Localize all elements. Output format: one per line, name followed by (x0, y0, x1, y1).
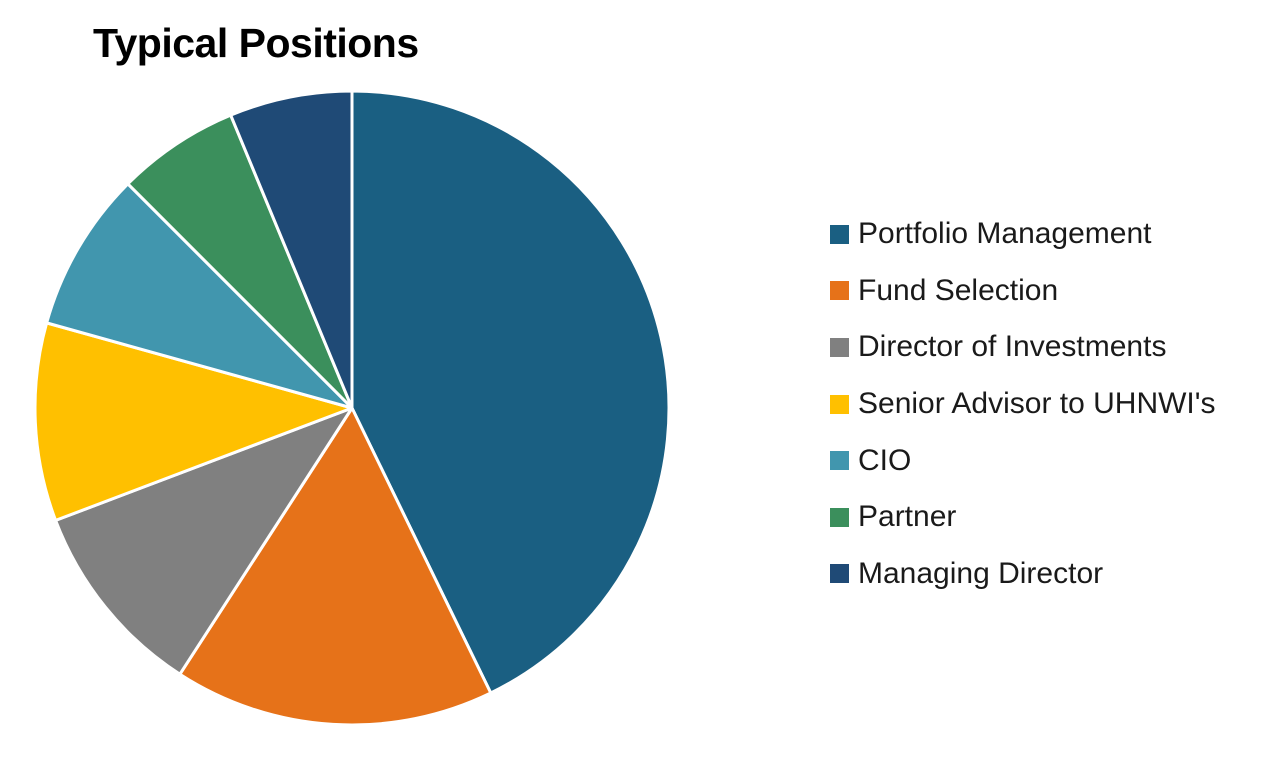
legend-label: Partner (858, 500, 957, 534)
pie-slice-senior-advisor-to-uhnwi-s (33, 321, 354, 522)
legend-label: CIO (858, 443, 912, 477)
legend-item: Managing Director (830, 546, 1216, 603)
legend-label: Managing Director (858, 556, 1104, 590)
legend-item: Senior Advisor to UHNWI's (830, 376, 1216, 433)
pie-slice-portfolio-management (350, 89, 671, 695)
legend-label: Portfolio Management (858, 217, 1152, 251)
pie-slice-director-of-investments (54, 406, 354, 676)
pie-slice-partner (126, 113, 354, 410)
legend-item: Director of Investments (830, 319, 1216, 376)
legend-label: Senior Advisor to UHNWI's (858, 387, 1216, 421)
legend-item: CIO (830, 432, 1216, 489)
legend-swatch (830, 337, 849, 357)
legend-item: Portfolio Management (830, 206, 1216, 263)
pie-slice-fund-selection (178, 406, 493, 727)
legend-swatch (830, 507, 849, 527)
legend-item: Fund Selection (830, 263, 1216, 320)
legend-swatch (830, 451, 849, 471)
legend-label: Director of Investments (858, 330, 1167, 364)
legend-swatch (830, 224, 849, 244)
chart-legend: Portfolio Management Fund Selection Direct… (830, 206, 1216, 602)
legend-label: Fund Selection (858, 273, 1059, 307)
pie-slice-cio (45, 182, 354, 410)
pie-slice-managing-director (229, 89, 354, 410)
legend-swatch (830, 281, 849, 301)
legend-swatch (830, 564, 849, 584)
chart-title: Typical Positions (93, 20, 419, 66)
legend-item: Partner (830, 489, 1216, 546)
legend-swatch (830, 394, 849, 414)
